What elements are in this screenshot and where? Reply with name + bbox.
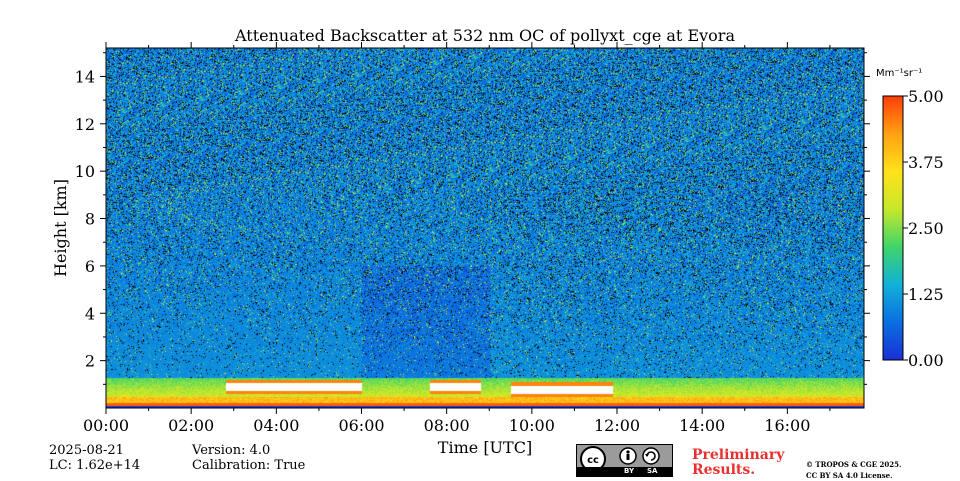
preliminary-note: Preliminary Results. <box>692 448 784 478</box>
x-tick-label: 06:00 <box>338 416 384 435</box>
colorbar-tick-label: 2.50 <box>908 219 944 238</box>
x-axis-label: Time [UTC] <box>438 438 532 457</box>
preliminary-line1: Preliminary <box>692 447 785 463</box>
chart-title: Attenuated Backscatter at 532 nm OC of p… <box>234 26 735 45</box>
x-tick-label: 04:00 <box>253 416 299 435</box>
y-tick-label: 6 <box>85 257 95 276</box>
cc-license-badge: cc BY SA <box>576 444 673 477</box>
calibration-label: Calibration: True <box>192 458 306 473</box>
copyright-note: © TROPOS & CGE 2025. CC BY SA 4.0 Licens… <box>806 459 901 481</box>
x-tick-label: 02:00 <box>168 416 214 435</box>
y-tick-label: 8 <box>85 210 95 229</box>
info-right: Version: 4.0 Calibration: True <box>192 443 305 473</box>
y-tick-label: 14 <box>75 67 95 86</box>
y-tick-label: 4 <box>85 304 95 323</box>
plot-area <box>105 47 865 409</box>
y-tick-label: 12 <box>75 115 95 134</box>
x-tick-label: 10:00 <box>509 416 555 435</box>
badge-sa-text: SA <box>647 467 658 475</box>
x-tick-label: 16:00 <box>764 416 810 435</box>
badge-by-text: BY <box>624 467 635 475</box>
x-axis: 00:00 02:00 04:00 06:00 08:00 10:00 12:00 14:00… <box>83 42 831 435</box>
colorbar-tick-label: 5.00 <box>908 87 944 106</box>
copyright-line2: CC BY SA 4.0 License. <box>806 471 893 480</box>
heatmap-field <box>106 48 864 408</box>
x-tick-label: 14:00 <box>679 416 725 435</box>
version-label: Version: 4.0 <box>192 443 271 458</box>
copyright-line1: © TROPOS & CGE 2025. <box>806 460 902 469</box>
y-tick-label: 2 <box>85 352 95 371</box>
colorbar-tick-label: 1.25 <box>908 285 944 304</box>
x-tick-label: 00:00 <box>83 416 129 435</box>
preliminary-line2: Results. <box>692 462 756 478</box>
y-axis: 2 4 6 8 10 12 14 <box>75 52 870 385</box>
y-axis-label: Height [km] <box>51 179 70 277</box>
x-tick-label: 12:00 <box>594 416 640 435</box>
x-tick-label: 08:00 <box>424 416 470 435</box>
date-label: 2025-08-21 <box>49 443 124 458</box>
colorbar <box>882 95 904 361</box>
colorbar-ticks: 0.00 1.25 2.50 3.75 5.00 <box>903 87 944 370</box>
y-tick-label: 10 <box>75 162 95 181</box>
lidar-constant-label: LC: 1.62e+14 <box>49 458 141 473</box>
info-left: 2025-08-21 LC: 1.62e+14 <box>49 443 140 473</box>
colorbar-unit: Mm⁻¹sr⁻¹ <box>876 68 922 79</box>
colorbar-tick-label: 0.00 <box>908 351 944 370</box>
colorbar-tick-label: 3.75 <box>908 153 944 172</box>
sa-icon <box>642 447 660 465</box>
plot-frame <box>105 47 865 409</box>
svg-text:cc: cc <box>587 455 599 466</box>
